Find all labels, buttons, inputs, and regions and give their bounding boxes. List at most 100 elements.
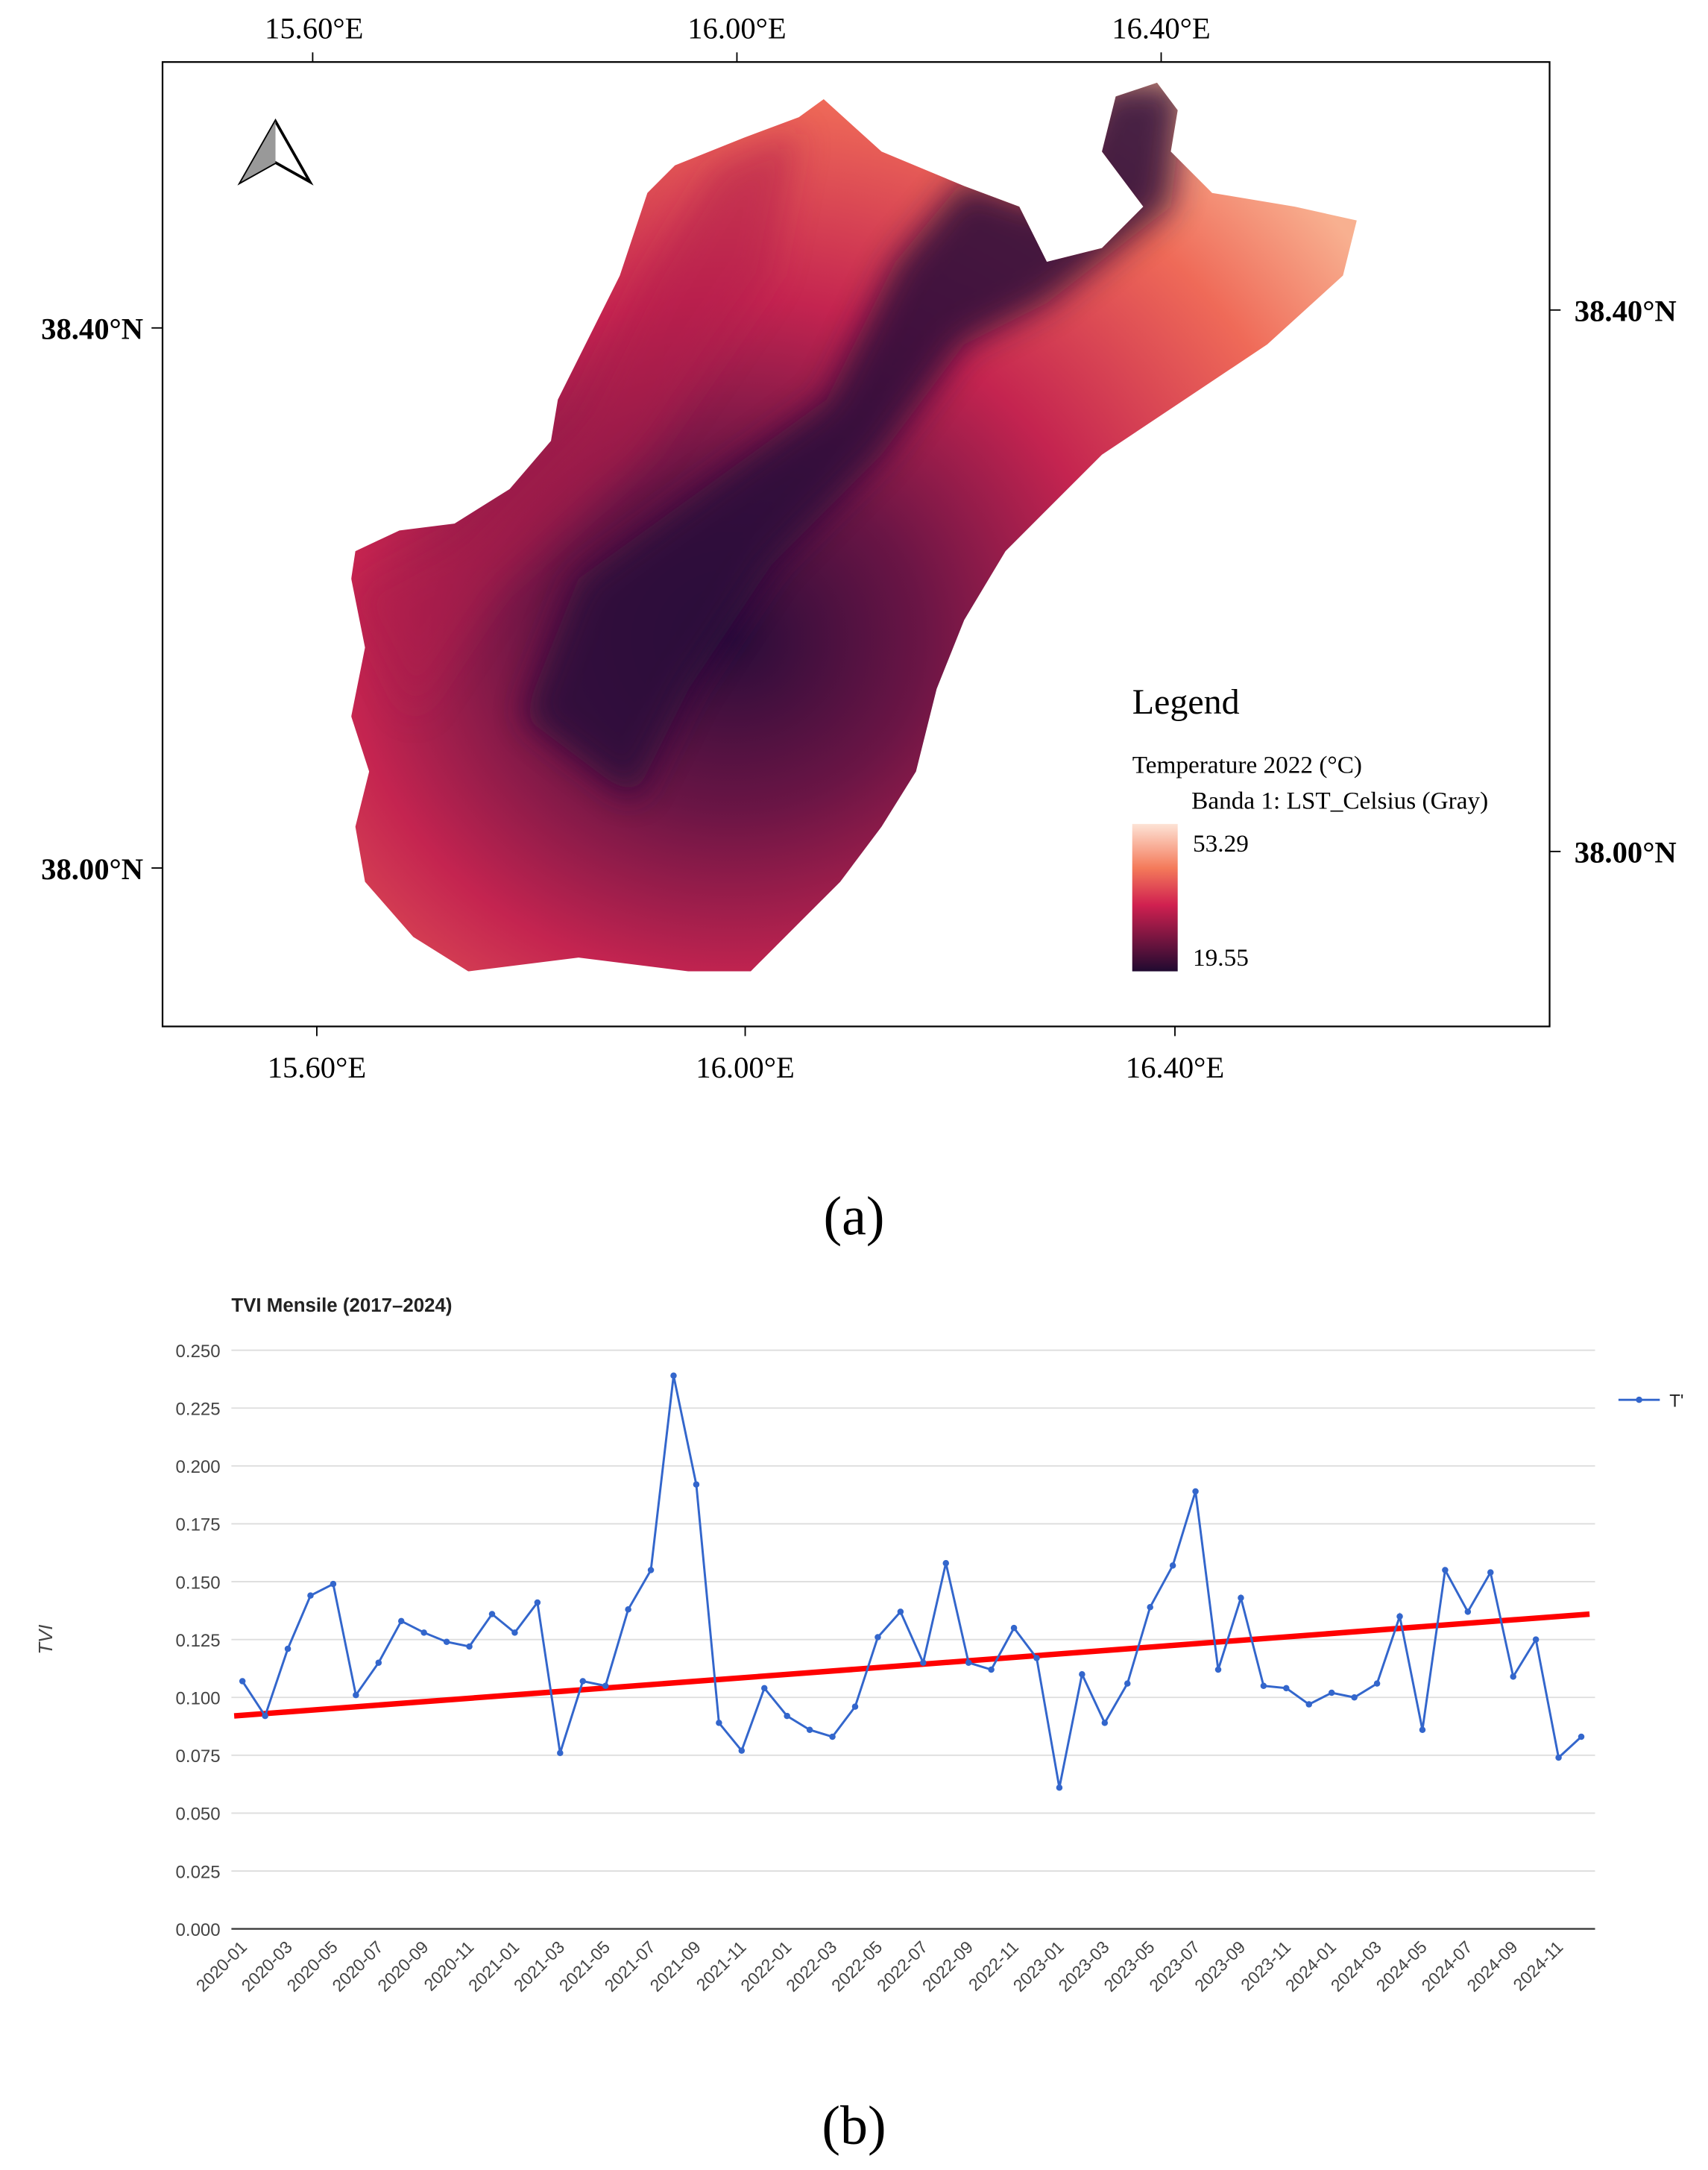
data-point xyxy=(1464,1608,1472,1615)
legend-label: T' xyxy=(1669,1391,1683,1411)
data-point xyxy=(920,1659,927,1666)
data-point xyxy=(829,1733,836,1740)
data-point xyxy=(1351,1694,1358,1701)
north-arrow-shade xyxy=(241,121,276,182)
legend-band: Banda 1: LST_Celsius (Gray) xyxy=(1191,787,1488,815)
data-point xyxy=(738,1747,746,1754)
data-point xyxy=(716,1720,722,1726)
data-point xyxy=(511,1629,518,1636)
data-point xyxy=(353,1691,359,1699)
y-tick-label: 0.225 xyxy=(176,1399,221,1419)
data-point xyxy=(262,1712,268,1720)
lon-label: 15.60°E xyxy=(268,1051,366,1084)
y-tick-label: 0.200 xyxy=(176,1457,221,1477)
y-tick-label: 0.150 xyxy=(176,1573,221,1593)
data-point xyxy=(443,1638,450,1646)
trend-line xyxy=(233,1611,1590,1719)
data-point xyxy=(1442,1567,1449,1573)
legend-title: Legend xyxy=(1132,682,1240,722)
y-axis-label: TVI xyxy=(36,1625,57,1655)
data-point xyxy=(1578,1733,1585,1740)
lon-label: 16.00°E xyxy=(687,12,786,45)
data-point xyxy=(647,1567,655,1573)
data-point xyxy=(1147,1603,1153,1611)
ridge-shade xyxy=(523,82,1185,799)
data-point xyxy=(307,1592,314,1599)
data-point xyxy=(625,1606,631,1613)
data-point xyxy=(1010,1624,1018,1632)
data-point xyxy=(534,1599,541,1606)
data-point xyxy=(875,1634,881,1641)
data-point xyxy=(965,1659,972,1666)
data-point xyxy=(602,1682,609,1689)
data-point xyxy=(670,1372,677,1380)
map-panel: 15.60°E 16.00°E 16.40°E 15.60°E 16.00°E … xyxy=(41,12,1677,1084)
line-chart: TVI Mensile (2017–2024) TVI 0.000 0.025 0.05… xyxy=(36,1295,1683,1996)
data-point xyxy=(1056,1784,1063,1791)
data-point xyxy=(579,1678,586,1685)
y-tick-label: 0.250 xyxy=(176,1342,221,1362)
data-point xyxy=(1169,1562,1176,1569)
data-point xyxy=(1555,1754,1562,1761)
data-point xyxy=(1305,1701,1313,1708)
y-tick-label: 0.125 xyxy=(176,1631,221,1651)
tyrrhenian-slope xyxy=(351,130,799,717)
data-point xyxy=(1238,1594,1244,1602)
data-point xyxy=(420,1629,427,1636)
data-point xyxy=(557,1749,564,1756)
data-point xyxy=(784,1712,790,1720)
north-arrow xyxy=(237,118,314,186)
data-point xyxy=(761,1685,768,1692)
series-line xyxy=(241,1375,1583,1788)
y-tick-label: 0.100 xyxy=(176,1688,221,1708)
data-point xyxy=(330,1580,337,1588)
data-point xyxy=(1328,1689,1335,1696)
data-point xyxy=(1101,1720,1109,1726)
y-tick-label: 0.075 xyxy=(176,1746,221,1767)
data-point xyxy=(1283,1685,1290,1692)
data-point xyxy=(284,1645,292,1652)
lon-label: 15.60°E xyxy=(265,12,363,45)
data-point xyxy=(1192,1488,1199,1495)
colorbar xyxy=(1132,823,1178,972)
data-point xyxy=(942,1559,950,1567)
data-point xyxy=(1532,1636,1540,1643)
data-point xyxy=(488,1611,496,1617)
data-point xyxy=(1214,1666,1222,1673)
lon-label: 16.40°E xyxy=(1112,12,1210,45)
data-point xyxy=(851,1703,859,1710)
data-point xyxy=(1396,1613,1403,1620)
data-point xyxy=(897,1608,904,1615)
lon-label: 16.00°E xyxy=(696,1051,794,1084)
lat-label: 38.40°N xyxy=(1575,295,1677,328)
data-point xyxy=(1373,1680,1381,1687)
caption: (a) xyxy=(823,1185,884,1246)
y-tick-label: 0.025 xyxy=(176,1862,221,1882)
data-point xyxy=(1510,1673,1516,1680)
data-point xyxy=(375,1659,382,1666)
data-point xyxy=(1124,1680,1131,1687)
data-point xyxy=(988,1666,995,1673)
caption: (b) xyxy=(822,2095,886,2156)
legend-min: 19.55 xyxy=(1193,944,1249,972)
x-tick-label: 2024-11 xyxy=(1509,1937,1566,1995)
data-point xyxy=(1419,1726,1426,1733)
y-tick-label: 0.000 xyxy=(176,1920,221,1940)
lat-label: 38.00°N xyxy=(1575,836,1677,869)
data-point xyxy=(1079,1670,1085,1678)
legend-max: 53.29 xyxy=(1193,830,1249,858)
data-point xyxy=(397,1617,405,1625)
map-frame xyxy=(161,61,1551,1028)
lon-label: 16.40°E xyxy=(1126,1051,1224,1084)
data-point xyxy=(1487,1569,1494,1576)
legend-marker xyxy=(1636,1396,1642,1403)
data-point xyxy=(693,1481,700,1488)
data-point xyxy=(1033,1655,1040,1661)
data-point xyxy=(239,1678,246,1685)
chart-title: TVI Mensile (2017–2024) xyxy=(231,1295,452,1316)
y-tick-label: 0.050 xyxy=(176,1805,221,1825)
lat-label: 38.40°N xyxy=(41,312,143,346)
y-tick-label: 0.175 xyxy=(176,1515,221,1535)
data-point xyxy=(466,1643,473,1650)
